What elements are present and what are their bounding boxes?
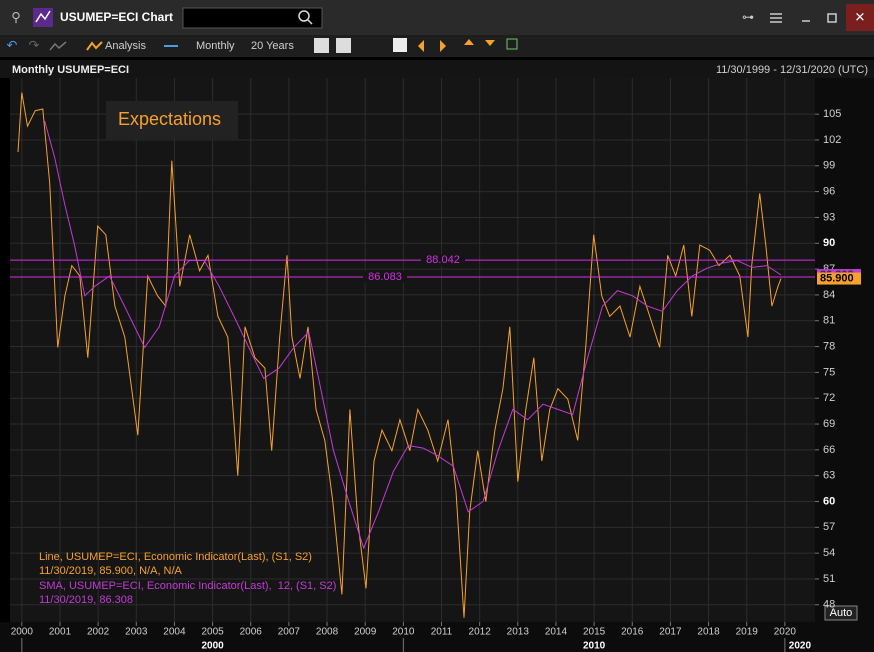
x-tick-label: 2012: [469, 627, 492, 638]
auto-button[interactable]: [824, 605, 858, 621]
y-tick-label: 51: [823, 573, 835, 585]
x-tick-label: 2019: [736, 627, 759, 638]
y-tick-label: 48: [823, 599, 835, 611]
interval-menu[interactable]: Monthly: [196, 40, 235, 52]
y-tick-label: 81: [823, 315, 835, 327]
major-tick-label: 2010: [583, 641, 606, 652]
chart-title: Monthly USUMEP=ECI: [12, 64, 129, 76]
analysis-menu[interactable]: Analysis: [105, 40, 146, 52]
x-tick-label: 2001: [49, 627, 72, 638]
line-label-bg: [421, 254, 465, 267]
y-tick-label: 66: [823, 444, 835, 456]
chart-type-button[interactable]: [49, 41, 67, 51]
legend-values: 11/30/2019, 86.308: [39, 594, 133, 606]
y-tick-label: 96: [823, 186, 835, 198]
tool-button[interactable]: [440, 40, 446, 52]
tool-button[interactable]: [506, 38, 518, 50]
major-tick-label: 2000: [201, 641, 224, 652]
y-tick-label: 93: [823, 211, 835, 223]
y-tick-label: 72: [823, 392, 835, 404]
undo-button[interactable]: ↶: [7, 37, 18, 52]
y-tick-label: 69: [823, 418, 835, 430]
y-tick-label: 84: [823, 289, 835, 301]
legend-values: 11/30/2019, 85.900, N/A, N/A: [39, 565, 183, 577]
window-title: USUMEP=ECI Chart: [60, 10, 173, 24]
chart-header: [0, 60, 874, 78]
line-label-bg: [363, 270, 407, 283]
tool-button[interactable]: [314, 38, 329, 53]
y-tick-label: 57: [823, 521, 835, 533]
x-tick-label: 2009: [354, 627, 377, 638]
y-axis-area: [815, 78, 874, 622]
y-tick-label: 105: [823, 108, 841, 120]
search-box[interactable]: [182, 7, 323, 29]
title-bar: [0, 0, 874, 35]
legend-name: SMA, USUMEP=ECI, Economic Indicator(Last…: [39, 580, 336, 592]
search-icon[interactable]: [298, 10, 310, 22]
search-icon-handle: [307, 19, 313, 25]
y-tick-label: 78: [823, 340, 835, 352]
window-controls: [770, 13, 837, 23]
toolbar: [0, 35, 874, 57]
date-range: 11/30/1999 - 12/31/2020 (UTC): [716, 64, 868, 76]
tool-button[interactable]: [418, 40, 424, 52]
toolbar-icons: [314, 38, 518, 53]
y-tick-label: 102: [823, 134, 841, 146]
x-tick-label: 2013: [507, 627, 530, 638]
tool-button[interactable]: [393, 38, 407, 52]
x-tick-label: 2006: [240, 627, 263, 638]
analysis-icon: [86, 41, 103, 51]
y-tick-label: 90: [823, 237, 835, 249]
close-button[interactable]: [846, 4, 874, 31]
y-tick-label: 60: [823, 495, 835, 507]
x-tick-label: 2020: [774, 627, 797, 638]
x-tick-label: 2016: [621, 627, 644, 638]
major-tick-label: 2020: [789, 641, 812, 652]
x-tick-label: 2018: [697, 627, 720, 638]
line-label: 86.083: [368, 271, 402, 283]
series-line: [44, 120, 782, 550]
auto-label: Auto: [830, 607, 853, 619]
x-tick-label: 2015: [583, 627, 606, 638]
tool-button[interactable]: [336, 38, 351, 53]
x-axis-area: [0, 622, 874, 652]
range-menu[interactable]: 20 Years: [251, 40, 294, 52]
x-tick-label: 2010: [392, 627, 415, 638]
x-tick-label: 2000: [11, 627, 34, 638]
redo-button[interactable]: ↷: [29, 37, 40, 52]
x-tick-label: 2007: [278, 627, 301, 638]
maximize-button[interactable]: [827, 13, 837, 23]
x-tick-label: 2011: [431, 627, 453, 638]
tool-button[interactable]: [485, 40, 495, 46]
close-icon: ✕: [855, 9, 866, 24]
tool-button[interactable]: [464, 39, 474, 45]
legend-name: Line, USUMEP=ECI, Economic Indicator(Las…: [39, 551, 312, 563]
y-tick-label: 63: [823, 470, 835, 482]
x-tick-label: 2017: [659, 627, 682, 638]
tree-icon[interactable]: ⊶: [742, 10, 754, 24]
series-line: [17, 92, 782, 618]
x-tick-label: 2003: [125, 627, 148, 638]
y-tick-label: 99: [823, 160, 835, 172]
last-value-box: [817, 272, 861, 285]
link-icon[interactable]: ⚲: [11, 9, 21, 24]
x-tick-label: 2005: [201, 627, 224, 638]
x-tick-label: 2008: [316, 627, 339, 638]
x-tick-label: 2002: [87, 627, 110, 638]
last-value-label: 85.900: [820, 272, 854, 284]
y-tick-label: 54: [823, 547, 835, 559]
y-tick-label: 75: [823, 366, 835, 378]
x-tick-label: 2014: [545, 627, 568, 638]
plot-area: [10, 78, 815, 622]
x-tick-label: 2004: [163, 627, 186, 638]
app-icon-glyph: [35, 10, 51, 23]
line-label: 88.042: [426, 254, 460, 266]
annotation-box: [106, 101, 238, 139]
annotation: Expectations: [118, 109, 221, 129]
